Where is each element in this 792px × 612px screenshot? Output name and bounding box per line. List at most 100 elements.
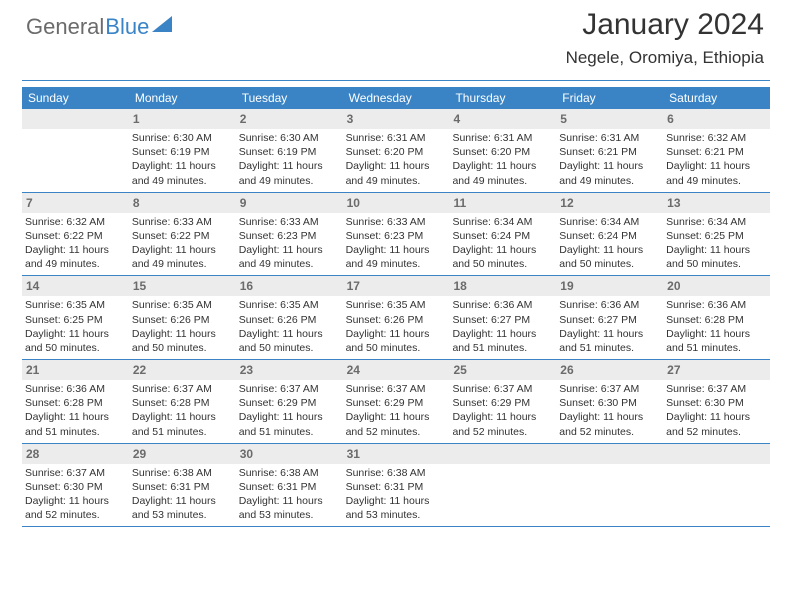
day-number: 10 [343, 193, 450, 213]
daylight-text: Daylight: 11 hours and 49 minutes. [346, 159, 447, 187]
sunset-text: Sunset: 6:30 PM [559, 396, 660, 410]
daylight-text: Daylight: 11 hours and 53 minutes. [346, 494, 447, 522]
sunrise-text: Sunrise: 6:34 AM [452, 215, 553, 229]
sunrise-text: Sunrise: 6:34 AM [559, 215, 660, 229]
title-divider [22, 80, 770, 81]
calendar-cell: 30Sunrise: 6:38 AMSunset: 6:31 PMDayligh… [236, 444, 343, 527]
day-info: Sunrise: 6:31 AMSunset: 6:20 PMDaylight:… [452, 131, 553, 188]
sunset-text: Sunset: 6:31 PM [132, 480, 233, 494]
sunrise-text: Sunrise: 6:37 AM [452, 382, 553, 396]
day-header-row: Sunday Monday Tuesday Wednesday Thursday… [22, 87, 770, 109]
sunrise-text: Sunrise: 6:33 AM [346, 215, 447, 229]
sunset-text: Sunset: 6:26 PM [132, 313, 233, 327]
sunrise-text: Sunrise: 6:37 AM [25, 466, 126, 480]
day-info: Sunrise: 6:38 AMSunset: 6:31 PMDaylight:… [239, 466, 340, 523]
day-number: 6 [663, 109, 770, 129]
calendar-cell: 28Sunrise: 6:37 AMSunset: 6:30 PMDayligh… [22, 444, 129, 527]
sunrise-text: Sunrise: 6:35 AM [25, 298, 126, 312]
daylight-text: Daylight: 11 hours and 53 minutes. [132, 494, 233, 522]
day-number: 24 [343, 360, 450, 380]
calendar-cell: 11Sunrise: 6:34 AMSunset: 6:24 PMDayligh… [449, 193, 556, 276]
calendar-cell: 12Sunrise: 6:34 AMSunset: 6:24 PMDayligh… [556, 193, 663, 276]
sunrise-text: Sunrise: 6:35 AM [239, 298, 340, 312]
daylight-text: Daylight: 11 hours and 52 minutes. [346, 410, 447, 438]
calendar-cell: 9Sunrise: 6:33 AMSunset: 6:23 PMDaylight… [236, 193, 343, 276]
calendar-cell: 3Sunrise: 6:31 AMSunset: 6:20 PMDaylight… [343, 109, 450, 192]
day-header: Tuesday [236, 87, 343, 109]
day-info: Sunrise: 6:33 AMSunset: 6:23 PMDaylight:… [239, 215, 340, 272]
sunrise-text: Sunrise: 6:32 AM [25, 215, 126, 229]
day-number: 31 [343, 444, 450, 464]
daylight-text: Daylight: 11 hours and 52 minutes. [25, 494, 126, 522]
daylight-text: Daylight: 11 hours and 51 minutes. [132, 410, 233, 438]
daylight-text: Daylight: 11 hours and 53 minutes. [239, 494, 340, 522]
sunset-text: Sunset: 6:20 PM [346, 145, 447, 159]
calendar: Sunday Monday Tuesday Wednesday Thursday… [22, 87, 770, 527]
daylight-text: Daylight: 11 hours and 50 minutes. [239, 327, 340, 355]
day-number: 19 [556, 276, 663, 296]
daylight-text: Daylight: 11 hours and 51 minutes. [559, 327, 660, 355]
calendar-cell: 6Sunrise: 6:32 AMSunset: 6:21 PMDaylight… [663, 109, 770, 192]
day-number: 2 [236, 109, 343, 129]
day-number: 18 [449, 276, 556, 296]
day-number: 8 [129, 193, 236, 213]
day-info: Sunrise: 6:34 AMSunset: 6:24 PMDaylight:… [559, 215, 660, 272]
day-number: 15 [129, 276, 236, 296]
daylight-text: Daylight: 11 hours and 51 minutes. [25, 410, 126, 438]
daylight-text: Daylight: 11 hours and 52 minutes. [559, 410, 660, 438]
sunrise-text: Sunrise: 6:38 AM [346, 466, 447, 480]
calendar-cell: 20Sunrise: 6:36 AMSunset: 6:28 PMDayligh… [663, 276, 770, 359]
calendar-cell [22, 109, 129, 192]
week-row: 14Sunrise: 6:35 AMSunset: 6:25 PMDayligh… [22, 276, 770, 360]
day-info: Sunrise: 6:37 AMSunset: 6:30 PMDaylight:… [666, 382, 767, 439]
day-info: Sunrise: 6:31 AMSunset: 6:21 PMDaylight:… [559, 131, 660, 188]
day-number: 30 [236, 444, 343, 464]
daylight-text: Daylight: 11 hours and 51 minutes. [452, 327, 553, 355]
day-number [449, 444, 556, 464]
daylight-text: Daylight: 11 hours and 49 minutes. [132, 159, 233, 187]
week-row: 28Sunrise: 6:37 AMSunset: 6:30 PMDayligh… [22, 444, 770, 528]
calendar-cell: 25Sunrise: 6:37 AMSunset: 6:29 PMDayligh… [449, 360, 556, 443]
sunset-text: Sunset: 6:29 PM [239, 396, 340, 410]
day-info: Sunrise: 6:35 AMSunset: 6:25 PMDaylight:… [25, 298, 126, 355]
sunset-text: Sunset: 6:30 PM [666, 396, 767, 410]
day-info: Sunrise: 6:36 AMSunset: 6:28 PMDaylight:… [666, 298, 767, 355]
daylight-text: Daylight: 11 hours and 49 minutes. [25, 243, 126, 271]
sunset-text: Sunset: 6:22 PM [132, 229, 233, 243]
sunrise-text: Sunrise: 6:37 AM [346, 382, 447, 396]
sunrise-text: Sunrise: 6:35 AM [132, 298, 233, 312]
sunset-text: Sunset: 6:26 PM [239, 313, 340, 327]
day-info: Sunrise: 6:37 AMSunset: 6:28 PMDaylight:… [132, 382, 233, 439]
day-info: Sunrise: 6:37 AMSunset: 6:29 PMDaylight:… [346, 382, 447, 439]
day-info: Sunrise: 6:38 AMSunset: 6:31 PMDaylight:… [132, 466, 233, 523]
day-number: 9 [236, 193, 343, 213]
calendar-cell: 24Sunrise: 6:37 AMSunset: 6:29 PMDayligh… [343, 360, 450, 443]
day-info: Sunrise: 6:34 AMSunset: 6:25 PMDaylight:… [666, 215, 767, 272]
day-number: 5 [556, 109, 663, 129]
calendar-cell: 23Sunrise: 6:37 AMSunset: 6:29 PMDayligh… [236, 360, 343, 443]
day-number: 7 [22, 193, 129, 213]
sunset-text: Sunset: 6:27 PM [559, 313, 660, 327]
calendar-cell: 2Sunrise: 6:30 AMSunset: 6:19 PMDaylight… [236, 109, 343, 192]
sunset-text: Sunset: 6:28 PM [132, 396, 233, 410]
sunrise-text: Sunrise: 6:30 AM [132, 131, 233, 145]
calendar-cell [663, 444, 770, 527]
day-info: Sunrise: 6:34 AMSunset: 6:24 PMDaylight:… [452, 215, 553, 272]
day-number: 25 [449, 360, 556, 380]
day-info: Sunrise: 6:35 AMSunset: 6:26 PMDaylight:… [132, 298, 233, 355]
sunset-text: Sunset: 6:20 PM [452, 145, 553, 159]
logo-triangle-icon [152, 16, 174, 39]
day-info: Sunrise: 6:32 AMSunset: 6:22 PMDaylight:… [25, 215, 126, 272]
daylight-text: Daylight: 11 hours and 52 minutes. [452, 410, 553, 438]
calendar-cell: 4Sunrise: 6:31 AMSunset: 6:20 PMDaylight… [449, 109, 556, 192]
sunset-text: Sunset: 6:31 PM [239, 480, 340, 494]
calendar-cell: 18Sunrise: 6:36 AMSunset: 6:27 PMDayligh… [449, 276, 556, 359]
day-number: 11 [449, 193, 556, 213]
sunset-text: Sunset: 6:25 PM [666, 229, 767, 243]
calendar-cell: 5Sunrise: 6:31 AMSunset: 6:21 PMDaylight… [556, 109, 663, 192]
day-number: 13 [663, 193, 770, 213]
day-info: Sunrise: 6:35 AMSunset: 6:26 PMDaylight:… [346, 298, 447, 355]
daylight-text: Daylight: 11 hours and 49 minutes. [132, 243, 233, 271]
daylight-text: Daylight: 11 hours and 52 minutes. [666, 410, 767, 438]
day-info: Sunrise: 6:32 AMSunset: 6:21 PMDaylight:… [666, 131, 767, 188]
